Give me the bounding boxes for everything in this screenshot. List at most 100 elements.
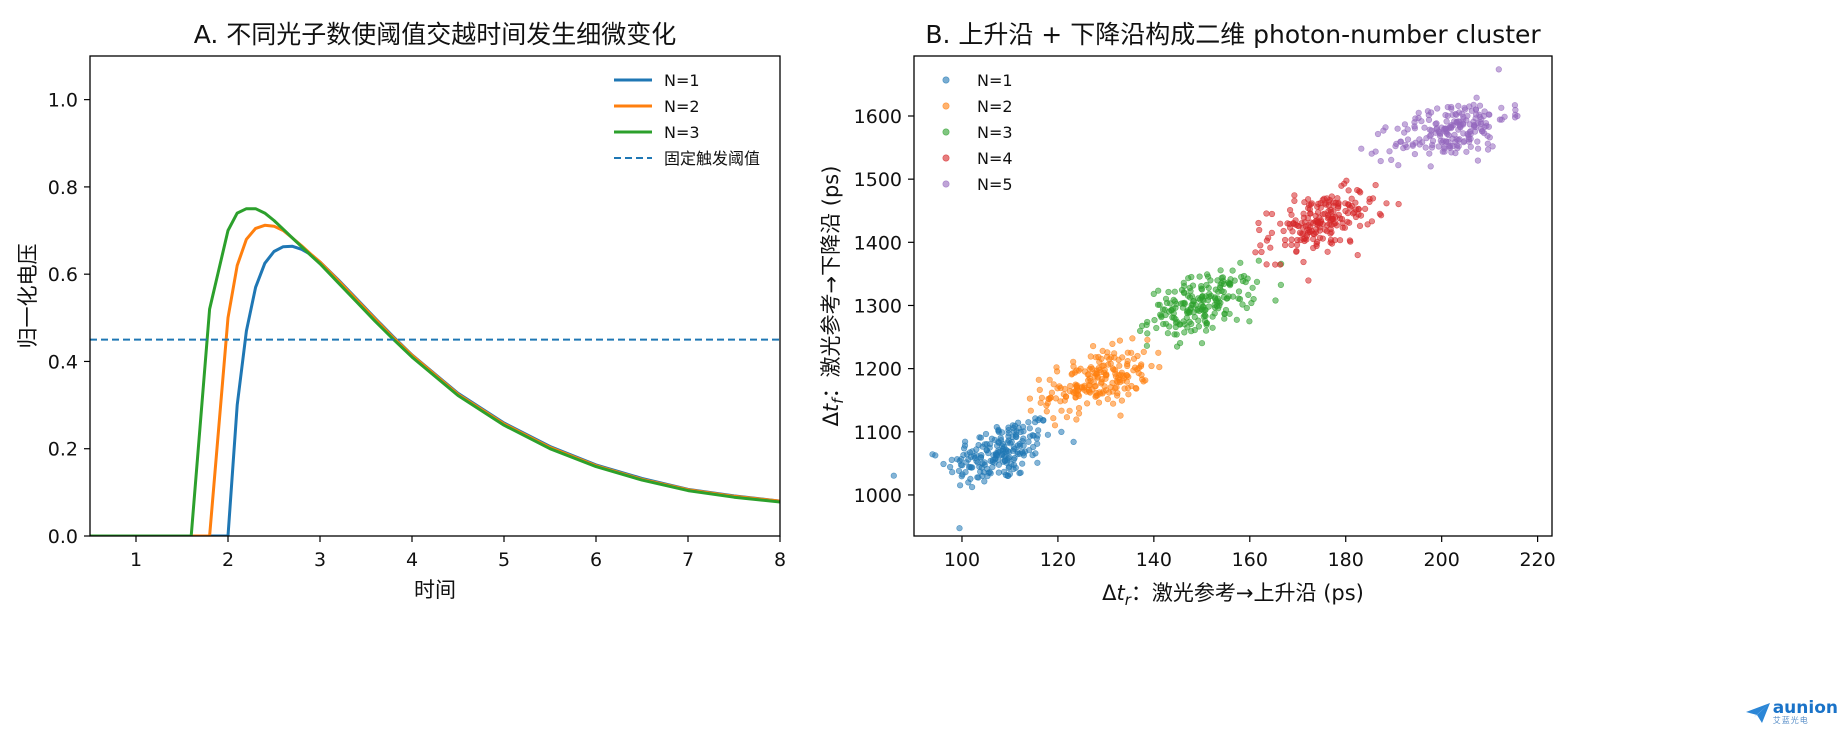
scatter-point (1112, 370, 1119, 377)
scatter-point (1180, 279, 1187, 286)
scatter-point (1136, 327, 1144, 335)
scatter-point (1111, 354, 1118, 361)
scatter-point (1333, 222, 1340, 229)
scatter-point (1432, 120, 1439, 127)
scatter-point (1165, 288, 1172, 296)
scatter-point (1448, 121, 1455, 129)
scatter-point (1019, 460, 1026, 467)
scatter-point (1345, 187, 1352, 194)
scatter-point (1512, 106, 1519, 114)
scatter-point (1310, 244, 1317, 252)
scatter-point (1233, 316, 1240, 323)
scatter-point (1151, 317, 1158, 324)
scatter-point (1128, 382, 1135, 390)
scatter-point (1439, 139, 1446, 146)
scatter-point (1253, 278, 1261, 286)
scatter-point (1392, 143, 1399, 150)
scatter-point (1328, 193, 1335, 200)
scatter-point (1116, 362, 1123, 369)
scatter-point (971, 455, 979, 462)
scatter-point (979, 460, 986, 467)
scatter-point (1307, 210, 1314, 217)
scatter-point (1291, 197, 1298, 204)
scatter-point (995, 438, 1002, 445)
scatter-point (1473, 94, 1480, 101)
scatter-point (1346, 237, 1353, 244)
y-axis-label: 归一化电压 (16, 244, 40, 349)
scatter-point (1198, 286, 1206, 293)
legend-label: N=5 (977, 175, 1013, 194)
scatter-point (957, 461, 965, 469)
scatter-point (1037, 399, 1044, 406)
scatter-point (1346, 219, 1353, 226)
scatter-point (1092, 354, 1099, 361)
scatter-point (1047, 394, 1054, 401)
scatter-point (1211, 294, 1219, 301)
scatter-point (1185, 275, 1192, 282)
scatter-point (1280, 227, 1287, 235)
scatter-point (1465, 138, 1473, 145)
scatter-point (1156, 364, 1163, 371)
scatter-point (1272, 297, 1279, 304)
scatter-point (1474, 145, 1482, 152)
panel-b-legend: N=1 N=2 N=3 N=4 N=5 (942, 71, 1013, 194)
scatter-point (1094, 374, 1101, 381)
scatter-point (982, 430, 990, 438)
scatter-point (1277, 261, 1284, 268)
scatter-point (1459, 120, 1467, 127)
scatter-point (1143, 342, 1150, 349)
scatter-point (1073, 367, 1080, 374)
scatter-point (1109, 340, 1116, 348)
panel-b-frame (913, 55, 1553, 537)
scatter-point (1312, 226, 1320, 233)
scatter-point (1117, 412, 1124, 419)
scatter-point (1034, 440, 1041, 447)
scatter-point (1155, 349, 1162, 356)
scatter-point (1005, 437, 1012, 444)
x-axis-label-sub: r (1125, 591, 1132, 609)
scatter-point (1209, 324, 1216, 331)
panel-a-title: A. 不同光子数使阈值交越时间发生细微变化 (194, 20, 677, 49)
scatter-point (1372, 182, 1379, 189)
scatter-point (1281, 242, 1289, 249)
scatter-point (1255, 257, 1262, 264)
scatter-point (1288, 211, 1295, 218)
scatter-point (1227, 280, 1234, 288)
scatter-point (1474, 120, 1481, 127)
scatter-point (956, 525, 963, 532)
scatter-point (1456, 136, 1463, 143)
scatter-point (1458, 110, 1465, 117)
y-tick-label: 0.6 (48, 264, 78, 286)
scatter-point (967, 475, 974, 483)
scatter-point (1300, 258, 1307, 266)
y-axis-label-sub: f (829, 396, 847, 404)
scatter-point (1191, 327, 1198, 334)
scatter-point (1134, 352, 1141, 360)
x-tick-label: 6 (590, 549, 602, 571)
scatter-point (1104, 396, 1111, 403)
scatter-point (1206, 290, 1213, 298)
scatter-point (1091, 370, 1098, 377)
legend-label: 固定触发阈值 (664, 149, 760, 168)
scatter-point (1058, 428, 1065, 436)
x-tick-label: 180 (1328, 549, 1364, 571)
scatter-point (1263, 261, 1270, 268)
scatter-point (1334, 195, 1341, 202)
scatter-point (968, 484, 976, 491)
scatter-point (1044, 431, 1051, 438)
scatter-point (995, 427, 1002, 434)
scatter-point (1235, 288, 1243, 295)
scatter-point (1026, 447, 1033, 454)
scatter-point (1401, 121, 1408, 128)
scatter-point (1361, 205, 1369, 212)
scatter-point (1368, 218, 1375, 225)
scatter-point (1202, 327, 1210, 334)
scatter-point (1324, 222, 1331, 229)
scatter-point (1424, 108, 1431, 115)
scatter-point (946, 463, 954, 471)
scatter-point (1256, 226, 1263, 234)
scatter-point (1095, 399, 1103, 406)
scatter-point (1452, 138, 1459, 146)
scatter-point (995, 469, 1002, 476)
scatter-point (1415, 109, 1422, 116)
